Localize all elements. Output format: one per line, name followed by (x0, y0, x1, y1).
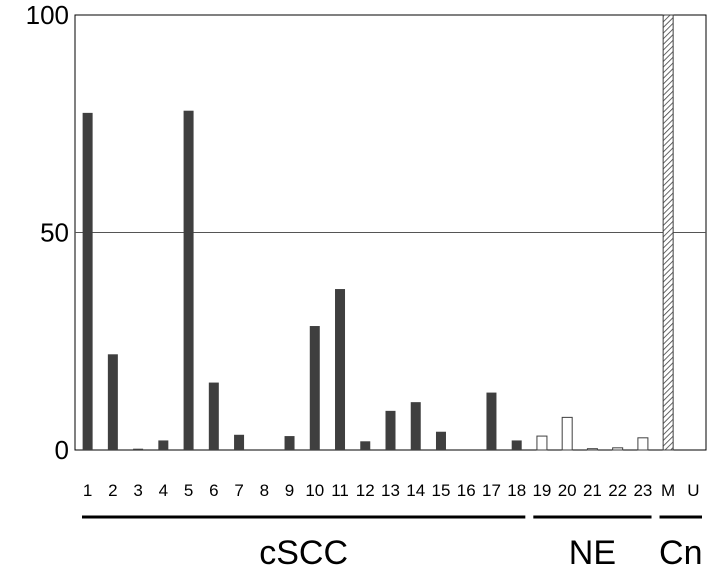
xtick-label-8: 8 (260, 481, 269, 500)
xtick-label-7: 7 (234, 481, 243, 500)
xtick-label-4: 4 (159, 481, 168, 500)
xtick-label-11: 11 (331, 481, 349, 500)
xtick-label-10: 10 (305, 481, 324, 500)
xtick-label-19: 19 (532, 481, 551, 500)
xtick-label-5: 5 (184, 481, 193, 500)
bar-19 (536, 435, 548, 451)
bar-13 (385, 410, 396, 450)
group-label-NE: NE (569, 534, 616, 567)
ytick-label-100: 100 (26, 0, 69, 30)
xtick-label-9: 9 (285, 481, 294, 500)
bar-6 (208, 382, 219, 450)
bar-4 (158, 440, 169, 450)
bar-18 (511, 440, 522, 450)
bar-9 (284, 436, 295, 450)
xtick-label-6: 6 (209, 481, 218, 500)
bar-7 (234, 434, 245, 450)
bar-17 (486, 392, 497, 450)
xtick-label-3: 3 (133, 481, 142, 500)
xtick-label-1: 1 (83, 481, 92, 500)
xtick-label-23: 23 (633, 481, 652, 500)
xtick-label-12: 12 (356, 481, 375, 500)
xtick-label-M: M (661, 481, 675, 500)
xtick-label-15: 15 (432, 481, 451, 500)
bar-M (662, 14, 674, 451)
xtick-label-U: U (687, 481, 699, 500)
bar-21 (586, 448, 598, 451)
ytick-label-50: 50 (40, 218, 69, 248)
bar-14 (410, 402, 421, 450)
bar-15 (435, 431, 446, 450)
bar-1 (82, 112, 93, 450)
bar-11 (335, 289, 346, 450)
bar-3 (133, 448, 144, 450)
bar-23 (637, 437, 649, 451)
xtick-label-22: 22 (608, 481, 627, 500)
xtick-label-21: 21 (583, 481, 602, 500)
xtick-label-16: 16 (457, 481, 476, 500)
xtick-label-18: 18 (507, 481, 526, 500)
xtick-label-2: 2 (108, 481, 117, 500)
xtick-label-14: 14 (406, 481, 425, 500)
group-label-Cn: Cn (659, 534, 702, 567)
xtick-label-13: 13 (381, 481, 400, 500)
xtick-label-17: 17 (482, 481, 501, 500)
bar-10 (309, 326, 320, 450)
bar-22 (612, 447, 624, 451)
group-label-cSCC: cSCC (259, 534, 348, 567)
bar-2 (107, 354, 118, 450)
bar-20 (561, 416, 573, 451)
bar-12 (360, 441, 371, 450)
bar-5 (183, 110, 194, 450)
xtick-label-20: 20 (558, 481, 577, 500)
ytick-label-0: 0 (55, 435, 69, 465)
